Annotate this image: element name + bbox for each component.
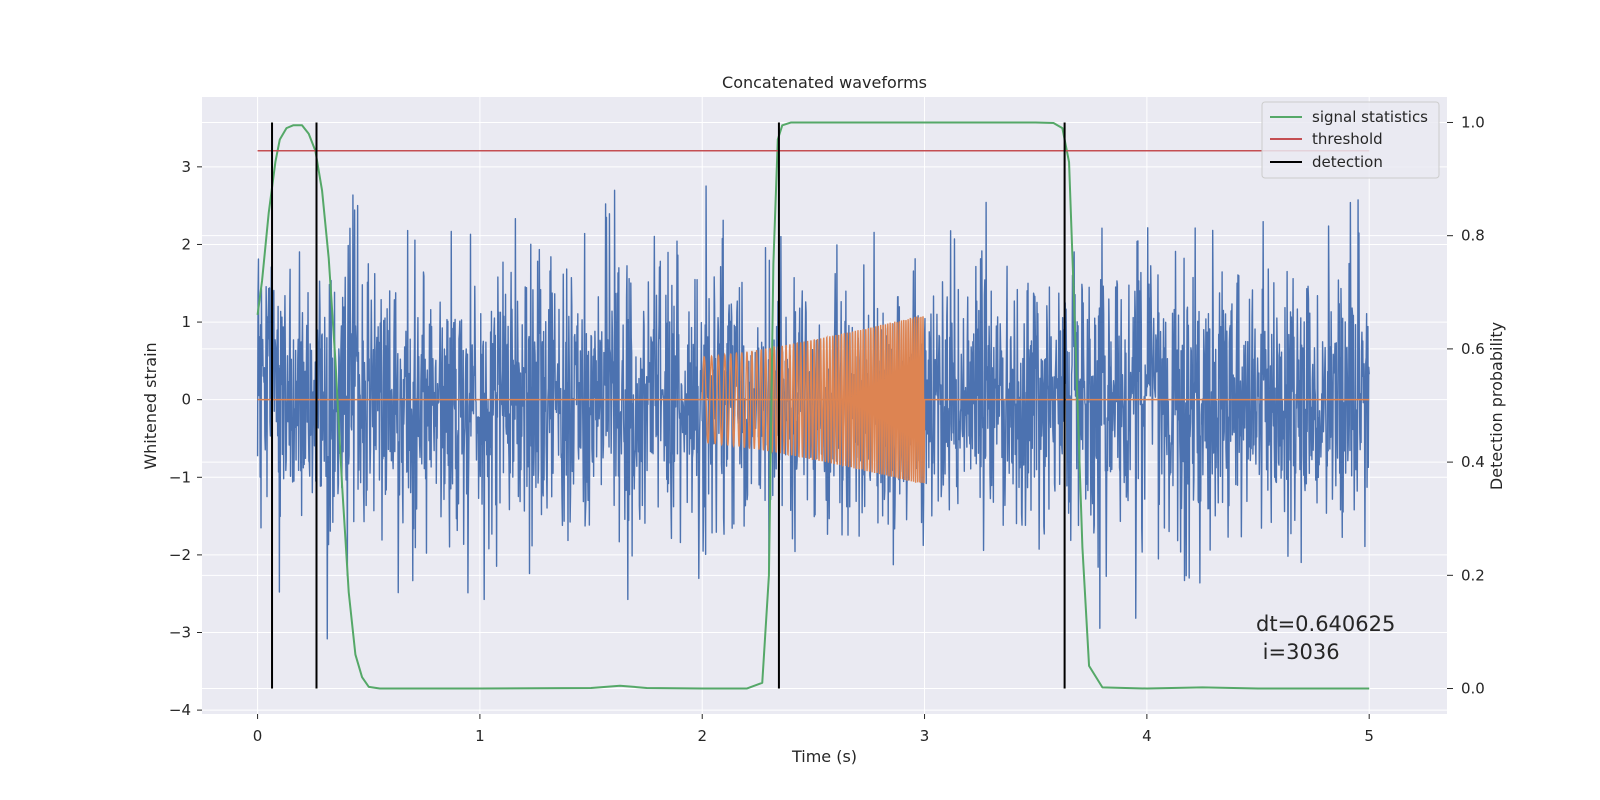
annotation-dt: dt=0.640625	[1256, 612, 1395, 636]
y2-axis-label: Detection probability	[1487, 322, 1506, 490]
y-tick-label: −3	[169, 624, 191, 642]
detection-series	[271, 122, 1066, 689]
y2-ticks: 0.0 0.2 0.4 0.6 0.8 1.0	[1447, 113, 1485, 698]
y2-tick-label: 1.0	[1461, 113, 1485, 131]
y2-tick-label: 0.4	[1461, 453, 1485, 471]
x-tick-label: 5	[1364, 727, 1374, 745]
y2-tick-label: 0.0	[1461, 680, 1485, 698]
legend-label-signal-statistics: signal statistics	[1312, 108, 1428, 126]
legend-label-detection: detection	[1312, 153, 1383, 171]
y-tick-label: −1	[169, 468, 191, 486]
chart-title: Concatenated waveforms	[722, 73, 927, 92]
y-tick-label: 3	[181, 158, 191, 176]
x-tick-label: 1	[475, 727, 485, 745]
x-tick-label: 2	[697, 727, 707, 745]
strain-line	[256, 185, 1370, 640]
legend: signal statistics threshold detection	[1261, 101, 1440, 179]
legend-frame	[1261, 101, 1440, 179]
signal-statistics-series	[256, 121, 1370, 690]
x-tick-label: 4	[1142, 727, 1152, 745]
y-tick-label: 1	[181, 313, 191, 331]
y-ticks: −4 −3 −2 −1 0 1 2 3	[169, 158, 202, 719]
x-tick-label: 0	[253, 727, 263, 745]
y2-tick-label: 0.2	[1461, 566, 1485, 584]
x-ticks: 0 1 2 3 4 5	[253, 714, 1374, 745]
y-tick-label: −4	[169, 701, 191, 719]
signal-statistics-line	[256, 121, 1370, 690]
injection-chirp-line	[701, 316, 926, 484]
y-tick-label: −2	[169, 546, 191, 564]
y-axis-label: Whitened strain	[141, 342, 160, 469]
strain-series	[256, 185, 1370, 640]
annotation: dt=0.640625 i=3036	[1256, 612, 1395, 664]
y-tick-label: 2	[181, 235, 191, 253]
y2-tick-label: 0.8	[1461, 227, 1485, 245]
x-axis-label: Time (s)	[791, 747, 857, 766]
y-tick-label: 0	[181, 391, 191, 409]
annotation-i: i=3036	[1256, 640, 1340, 664]
y2-tick-label: 0.6	[1461, 340, 1485, 358]
injection-series	[257, 316, 1370, 484]
x-tick-label: 3	[920, 727, 930, 745]
legend-label-threshold: threshold	[1312, 130, 1383, 148]
